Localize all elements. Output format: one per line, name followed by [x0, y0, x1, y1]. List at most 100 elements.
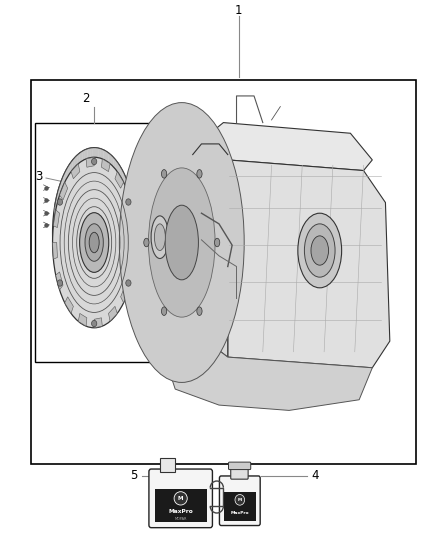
Polygon shape — [65, 297, 73, 313]
Text: MaxPro: MaxPro — [230, 511, 249, 515]
Polygon shape — [129, 257, 135, 275]
Polygon shape — [82, 150, 85, 161]
Text: 4: 4 — [311, 470, 319, 482]
Polygon shape — [64, 170, 66, 183]
Polygon shape — [60, 182, 68, 200]
Ellipse shape — [80, 213, 109, 272]
Ellipse shape — [162, 169, 167, 178]
Polygon shape — [106, 151, 109, 163]
Polygon shape — [56, 272, 63, 290]
Ellipse shape — [57, 199, 63, 205]
Ellipse shape — [197, 169, 202, 178]
Ellipse shape — [92, 158, 97, 165]
Text: MaxPro: MaxPro — [168, 508, 193, 514]
Ellipse shape — [162, 307, 167, 316]
Ellipse shape — [311, 236, 328, 265]
Polygon shape — [78, 313, 87, 326]
Ellipse shape — [92, 320, 97, 327]
Ellipse shape — [126, 280, 131, 286]
Polygon shape — [122, 170, 124, 183]
Polygon shape — [191, 123, 372, 187]
Polygon shape — [120, 285, 129, 303]
Polygon shape — [98, 148, 101, 158]
Polygon shape — [129, 187, 131, 201]
FancyBboxPatch shape — [231, 467, 248, 479]
Text: 3: 3 — [35, 171, 42, 183]
Ellipse shape — [53, 157, 136, 328]
Polygon shape — [71, 164, 80, 179]
Bar — [35, 123, 180, 362]
Text: MOPAR: MOPAR — [174, 516, 187, 521]
Polygon shape — [115, 172, 124, 188]
Polygon shape — [57, 191, 58, 206]
Text: 2: 2 — [81, 92, 89, 105]
Polygon shape — [77, 153, 80, 165]
Polygon shape — [56, 196, 57, 211]
Text: M: M — [238, 498, 242, 502]
Polygon shape — [116, 160, 118, 173]
Ellipse shape — [119, 102, 244, 382]
Text: M: M — [178, 496, 184, 501]
Ellipse shape — [126, 199, 131, 205]
Text: 1: 1 — [235, 4, 243, 17]
Polygon shape — [53, 243, 57, 259]
FancyBboxPatch shape — [219, 476, 260, 526]
Polygon shape — [68, 163, 70, 176]
Text: 5: 5 — [130, 470, 137, 482]
Polygon shape — [158, 149, 228, 362]
Polygon shape — [95, 148, 98, 158]
Ellipse shape — [151, 216, 169, 259]
Ellipse shape — [298, 213, 342, 288]
Polygon shape — [131, 226, 136, 243]
Ellipse shape — [149, 149, 232, 336]
Ellipse shape — [140, 149, 223, 336]
Ellipse shape — [85, 224, 103, 261]
Polygon shape — [124, 174, 126, 188]
Polygon shape — [101, 149, 103, 159]
Polygon shape — [109, 153, 111, 165]
Polygon shape — [66, 166, 68, 180]
Polygon shape — [127, 182, 129, 196]
Ellipse shape — [174, 491, 187, 505]
Ellipse shape — [57, 280, 63, 286]
Polygon shape — [61, 178, 62, 192]
Polygon shape — [93, 148, 95, 157]
Polygon shape — [59, 182, 61, 196]
Ellipse shape — [304, 224, 335, 277]
Ellipse shape — [235, 495, 244, 505]
Polygon shape — [53, 210, 60, 228]
Polygon shape — [109, 306, 117, 321]
Ellipse shape — [165, 205, 198, 280]
Polygon shape — [120, 166, 122, 180]
Bar — [31, 80, 416, 464]
Polygon shape — [228, 160, 390, 368]
Polygon shape — [75, 155, 77, 167]
Polygon shape — [90, 148, 93, 158]
Polygon shape — [111, 155, 113, 167]
Ellipse shape — [197, 307, 202, 316]
Polygon shape — [73, 157, 75, 169]
Polygon shape — [70, 160, 73, 173]
Bar — [155, 489, 207, 522]
Polygon shape — [103, 150, 106, 161]
Polygon shape — [58, 187, 59, 201]
Polygon shape — [133, 201, 134, 216]
Polygon shape — [125, 195, 133, 213]
Ellipse shape — [148, 168, 215, 317]
Polygon shape — [126, 178, 127, 192]
FancyBboxPatch shape — [149, 469, 212, 528]
Polygon shape — [94, 318, 102, 328]
Polygon shape — [86, 157, 94, 167]
Ellipse shape — [154, 224, 166, 251]
Polygon shape — [88, 148, 90, 158]
Polygon shape — [55, 201, 56, 216]
Polygon shape — [166, 330, 372, 410]
FancyBboxPatch shape — [229, 462, 251, 470]
Polygon shape — [102, 159, 110, 172]
Bar — [224, 492, 256, 521]
Polygon shape — [85, 149, 88, 159]
Polygon shape — [131, 191, 132, 206]
Polygon shape — [62, 174, 64, 188]
Polygon shape — [132, 196, 133, 211]
Ellipse shape — [53, 148, 136, 318]
